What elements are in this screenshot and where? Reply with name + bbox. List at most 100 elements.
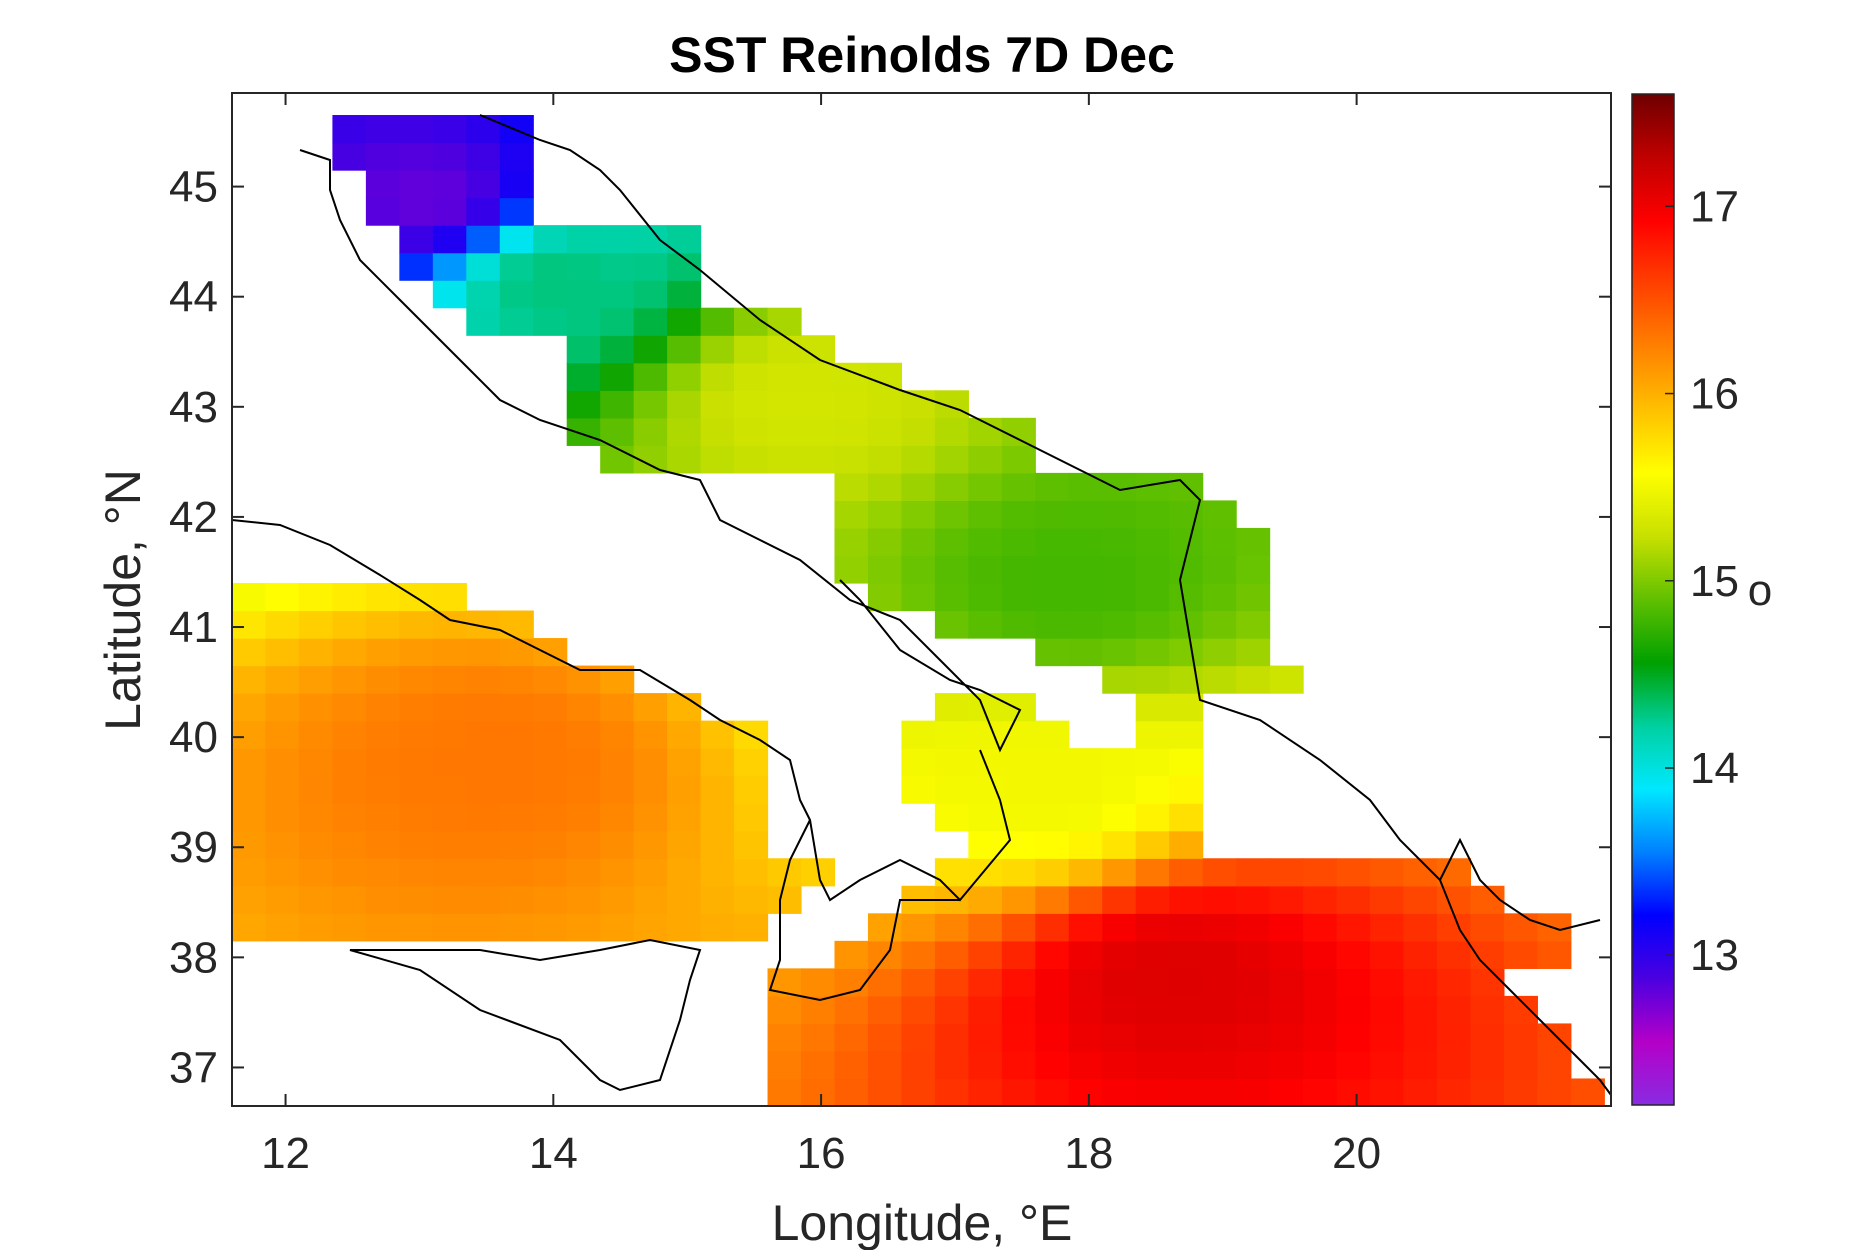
sst-cell [499,638,534,667]
sst-cell [901,582,936,612]
sst-cell [466,638,501,667]
sst-cell [667,362,702,391]
sst-cell [667,445,702,474]
sst-cell [1102,638,1137,667]
sst-cell [700,307,735,336]
sst-cell [332,913,367,942]
sst-cell [1068,582,1103,612]
sst-cell [600,913,635,942]
sst-cell [332,748,367,777]
sst-cell [499,115,534,144]
sst-cell [566,417,601,446]
sst-cell [499,748,534,777]
sst-cell [365,830,400,859]
sst-cell [633,830,668,859]
sst-cell [1035,500,1070,529]
sst-cell [1135,500,1170,529]
sst-cell [633,885,668,914]
sst-cell [332,115,367,144]
map-area: 12 14 16 18 20 37 38 39 40 41 42 43 44 45 [169,92,1612,1178]
sst-cell [1102,582,1137,612]
sst-cell [566,252,601,281]
sst-cell [232,693,267,722]
sst-cell [1236,968,1271,997]
sst-cell [566,830,601,859]
y-tick-label: 44 [169,273,218,322]
sst-cell [633,307,668,336]
sst-cell [432,197,467,226]
sst-cell [466,115,501,144]
sst-cell [1068,968,1103,997]
sst-cell [533,748,568,777]
sst-cell [633,803,668,832]
sst-cell [566,720,601,749]
sst-cell [600,720,635,749]
sst-cell [332,610,367,639]
sst-cell [968,913,1003,942]
sst-cell [767,1078,802,1106]
sst-cell [1236,1078,1271,1106]
sst-cell [934,803,969,832]
sst-cell [700,390,735,419]
sst-cell [734,390,769,419]
sst-cell [533,858,568,887]
sst-cell [1135,858,1170,887]
sst-cell [365,197,400,226]
sst-cell [432,693,467,722]
sst-cell [801,417,836,446]
sst-cell [1303,1023,1338,1052]
sst-cell [1135,610,1170,639]
sst-cell [1135,665,1170,694]
sst-cell [667,280,702,309]
sst-cell [232,913,267,942]
sst-cell [700,885,735,914]
sst-cell [566,803,601,832]
sst-cell [1269,665,1304,694]
sst-cell [767,1023,802,1052]
sst-cell [801,1078,836,1106]
sst-cell [600,445,635,474]
sst-cell [867,995,903,1025]
sst-cell [332,720,367,749]
sst-cell [633,390,668,419]
sst-cell [499,803,534,832]
sst-cell [1336,1023,1371,1052]
sst-cell [734,885,769,914]
sst-cell [1403,940,1438,969]
sst-cell [298,748,334,777]
sst-cell [867,500,903,529]
sst-cell [1135,885,1170,914]
sst-cell [1169,693,1204,722]
sst-cell [968,527,1003,557]
sst-cell [600,362,635,391]
sst-cell [1035,527,1070,557]
sst-cell [298,830,334,859]
sst-cell [1202,995,1237,1025]
sst-cell [1035,1078,1070,1106]
sst-cell [533,307,568,336]
sst-cell [365,582,400,612]
sst-cell [1503,913,1538,942]
sst-cell [968,775,1003,804]
sst-cell [1169,582,1204,612]
colorbar-tick-label: 17 [1690,182,1739,231]
sst-cell [566,307,601,336]
sst-cell [232,830,267,859]
y-tick-label: 37 [169,1043,218,1092]
sst-cell [667,335,702,364]
italy-adriatic-coast [299,149,1022,753]
sst-cell [432,858,467,887]
sst-cell [466,858,501,887]
sst-cell [298,693,334,722]
sst-cell [1169,803,1204,832]
sst-cell [499,858,534,887]
sst-cell [901,527,936,557]
sst-cell [298,775,334,804]
sst-cell [1236,913,1271,942]
sst-cell [365,638,400,667]
sst-cell [399,638,434,667]
sst-cell [633,693,668,722]
sst-cell [1436,1050,1472,1080]
sst-cell [600,280,635,309]
sst-cell [298,582,334,612]
